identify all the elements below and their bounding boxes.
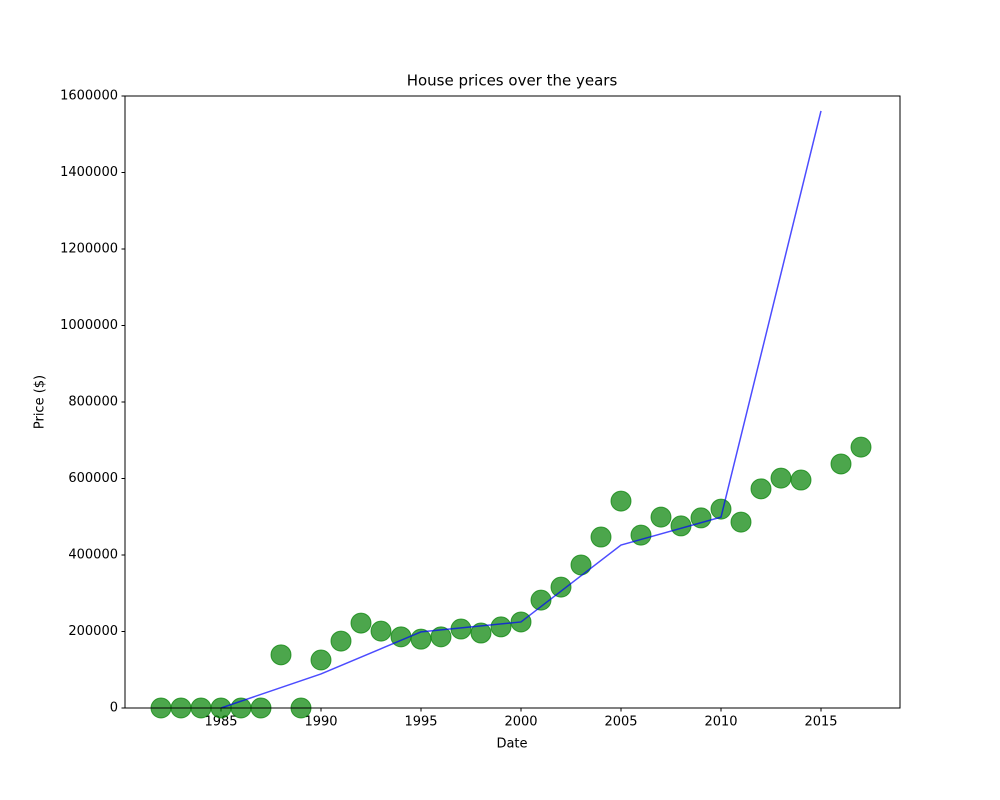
- y-tick-label: 800000: [68, 395, 118, 410]
- x-tick-label: 2015: [804, 715, 837, 730]
- y-tick-label: 1600000: [60, 89, 118, 104]
- scatter-point: [430, 626, 452, 648]
- scatter-point: [330, 630, 352, 652]
- scatter-point: [850, 436, 872, 458]
- scatter-point: [650, 506, 672, 528]
- scatter-point: [610, 490, 632, 512]
- y-tick-label: 400000: [68, 548, 118, 563]
- y-tick-label: 1000000: [60, 318, 118, 333]
- y-axis-label: Price ($): [33, 375, 48, 429]
- scatter-point: [470, 622, 492, 644]
- plot-frame: [124, 95, 901, 709]
- y-tick-label: 1400000: [60, 165, 118, 180]
- scatter-point: [590, 526, 612, 548]
- scatter-point: [370, 620, 392, 642]
- y-tick-label: 600000: [68, 471, 118, 486]
- x-tick-label: 1995: [404, 715, 437, 730]
- scatter-point: [570, 554, 592, 576]
- x-tick-label: 1990: [304, 715, 337, 730]
- x-tick-label: 2000: [504, 715, 537, 730]
- scatter-point: [770, 467, 792, 489]
- scatter-point: [550, 576, 572, 598]
- scatter-point: [790, 469, 812, 491]
- scatter-point: [730, 511, 752, 533]
- scatter-point: [490, 616, 512, 638]
- scatter-point: [830, 453, 852, 475]
- scatter-point: [350, 612, 372, 634]
- chart-title: House prices over the years: [407, 72, 618, 90]
- x-tick-label: 2005: [604, 715, 637, 730]
- scatter-point: [310, 649, 332, 671]
- x-tick-label: 1985: [204, 715, 237, 730]
- scatter-point: [530, 589, 552, 611]
- scatter-point: [270, 644, 292, 666]
- y-tick-label: 0: [110, 701, 118, 716]
- scatter-point: [750, 478, 772, 500]
- x-tick-label: 2010: [704, 715, 737, 730]
- scatter-point: [710, 498, 732, 520]
- line: [220, 110, 822, 709]
- y-tick-label: 200000: [68, 624, 118, 639]
- y-tick-label: 1200000: [60, 242, 118, 257]
- scatter-point: [690, 507, 712, 529]
- x-axis-label: Date: [496, 737, 527, 752]
